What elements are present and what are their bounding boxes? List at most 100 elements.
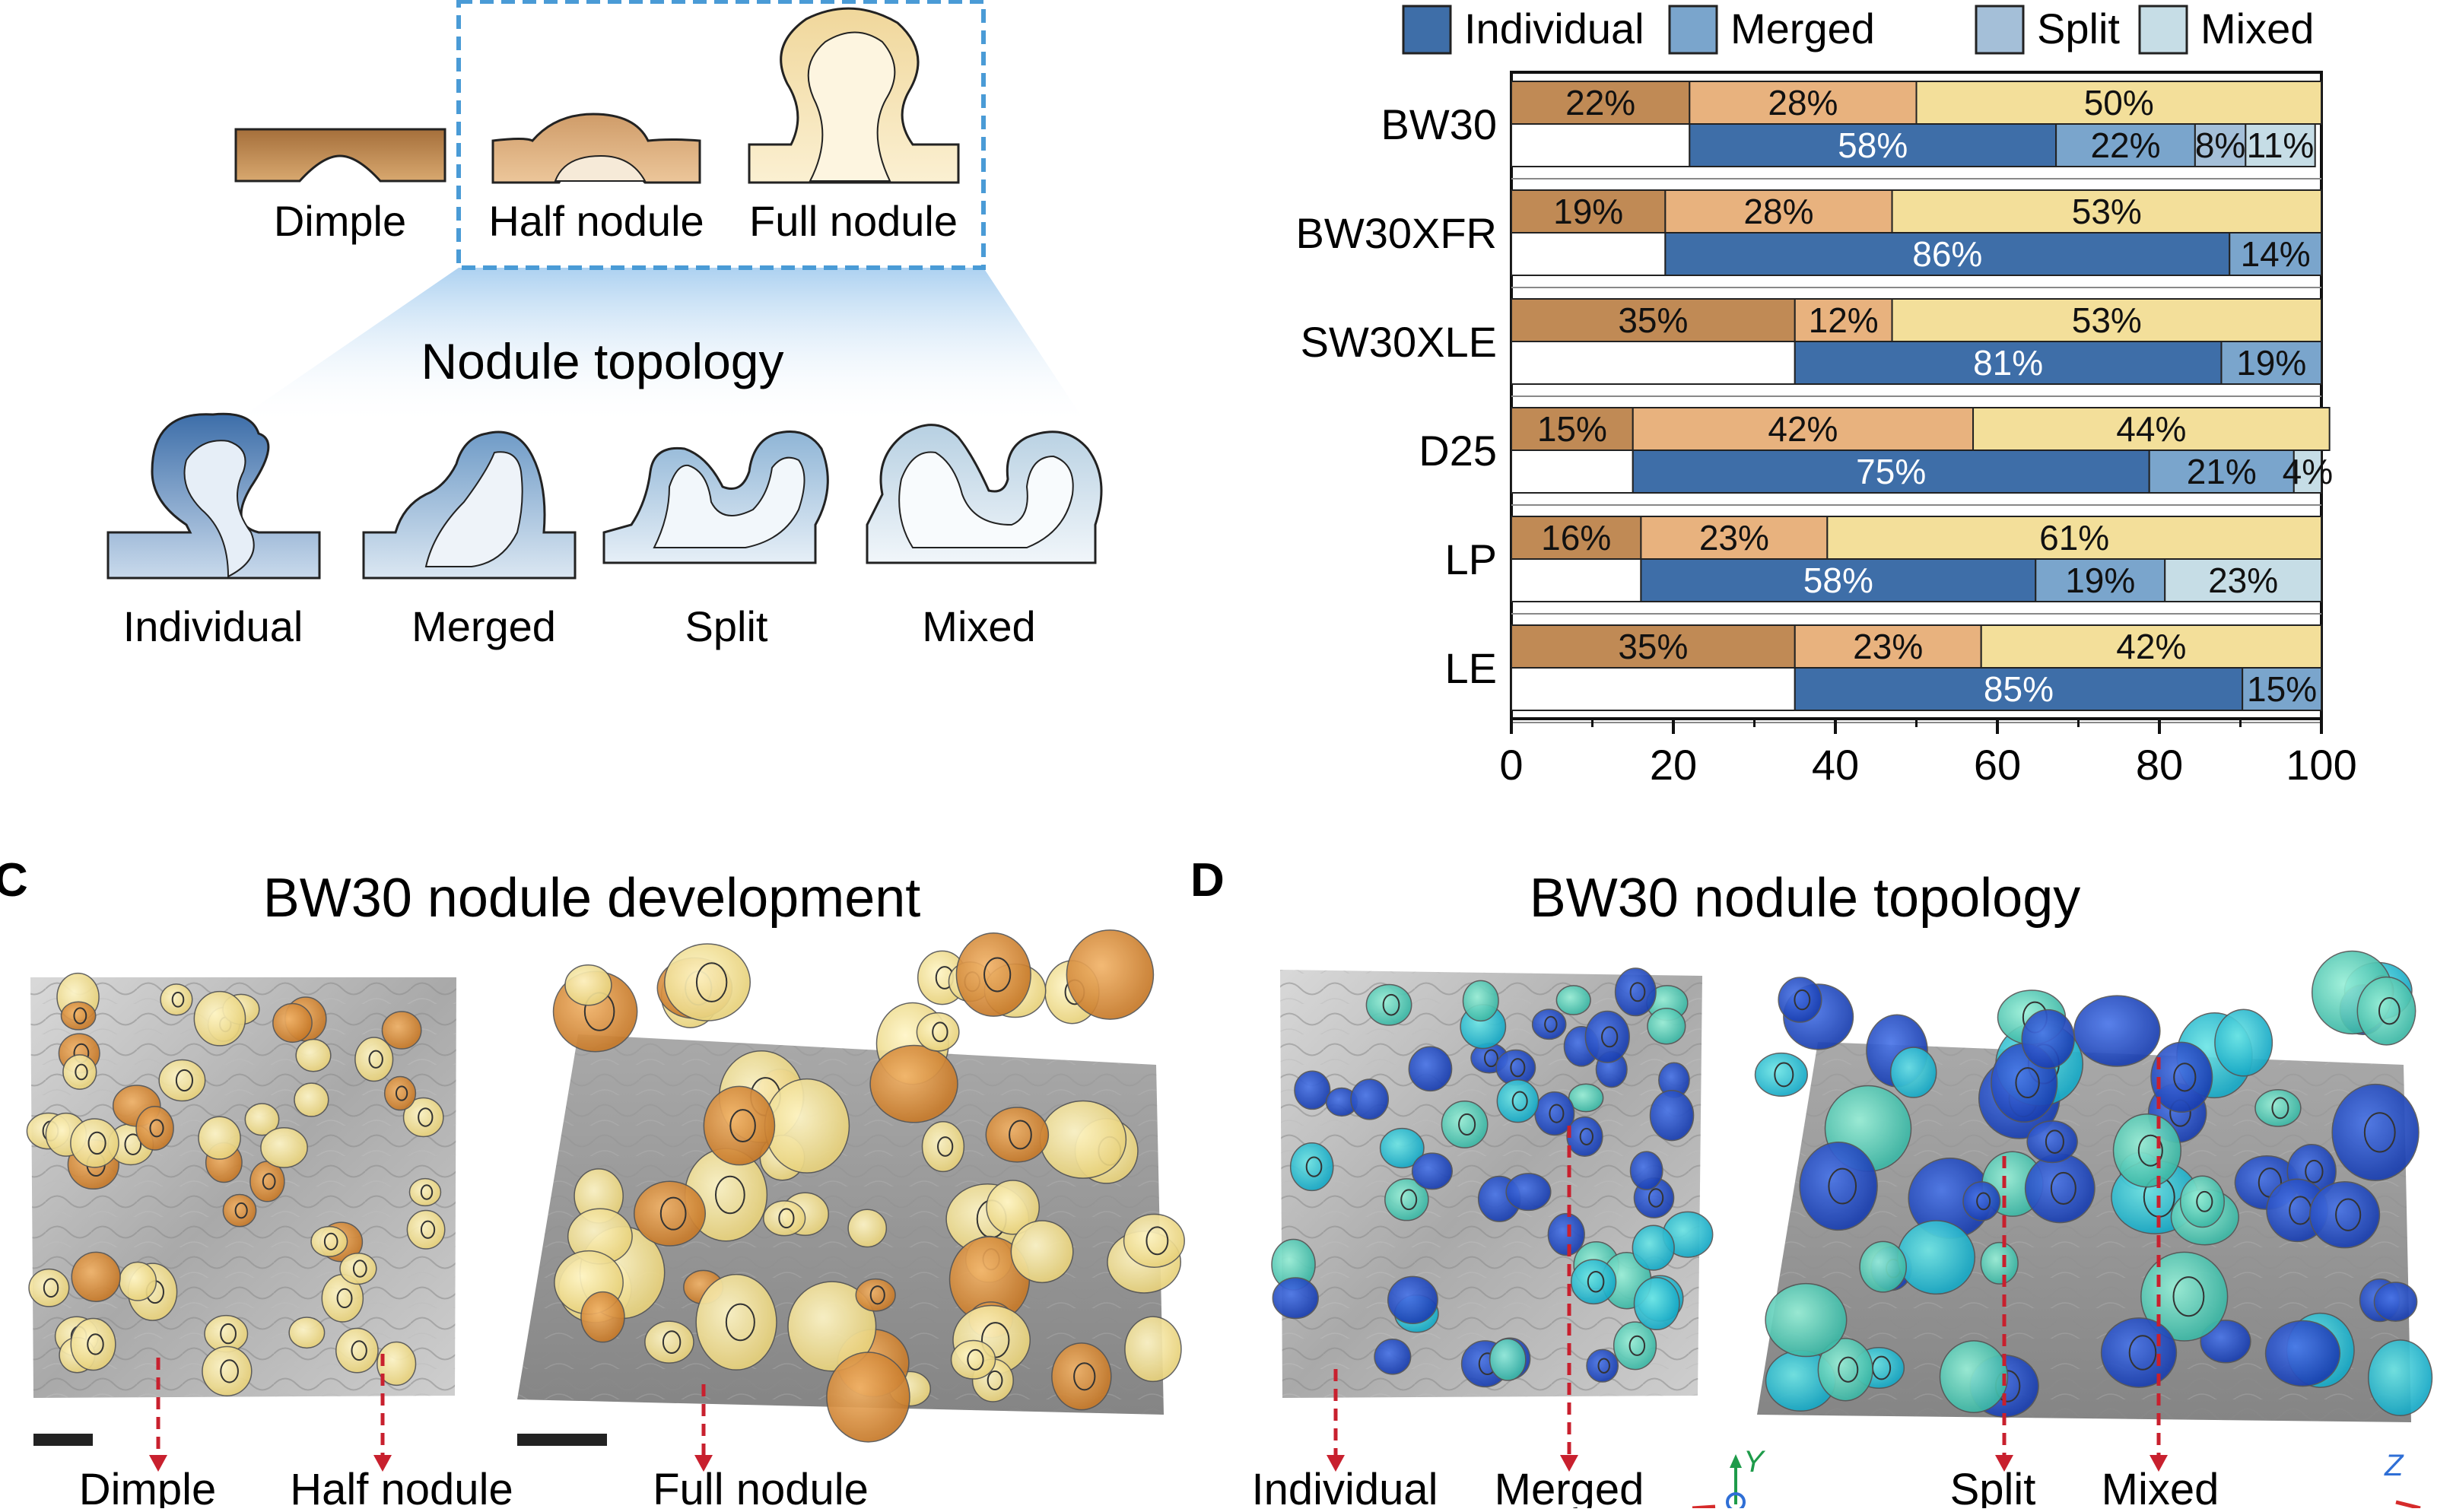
nodule-blob bbox=[2214, 1009, 2273, 1077]
nodule-blob bbox=[2024, 1153, 2096, 1224]
development-bar-segment bbox=[1511, 81, 1691, 125]
nodule-pit bbox=[420, 1220, 436, 1239]
pointer-arrowhead bbox=[1995, 1455, 2013, 1472]
category-label: LE bbox=[1445, 644, 1498, 692]
development-data-label: 53% bbox=[2072, 300, 2142, 340]
development-bar-segment bbox=[1891, 189, 2323, 233]
nodule-pit bbox=[1400, 1189, 1418, 1211]
panel-c: C BW30 nodule development Dimple Half nod… bbox=[0, 854, 1185, 1512]
nodule-blob bbox=[354, 1037, 394, 1082]
nodule-pit bbox=[1597, 1358, 1610, 1374]
legend-label: Mixed bbox=[2200, 5, 2314, 52]
nodule-pit bbox=[2137, 1134, 2163, 1167]
nodule-pit bbox=[1629, 982, 1646, 1002]
nodule-pit bbox=[2173, 1063, 2197, 1092]
nodule-blob bbox=[644, 1320, 694, 1364]
nodule-blob bbox=[1505, 1173, 1552, 1212]
nodule-blob bbox=[764, 1078, 850, 1174]
development-bar-segment bbox=[1632, 407, 1975, 451]
nodule-pit bbox=[937, 1136, 954, 1157]
chart-legend: Individual Merged Split Mixed bbox=[1402, 5, 2314, 55]
development-data-label: 42% bbox=[2116, 627, 2186, 666]
topology-bar-segment bbox=[1664, 232, 2231, 276]
nodule-pit bbox=[171, 991, 185, 1008]
pointer-label: Merged bbox=[1495, 1465, 1644, 1508]
development-data-label: 35% bbox=[1618, 627, 1688, 666]
nodule-pit bbox=[2172, 1276, 2205, 1317]
nodule-blob bbox=[1547, 1212, 1585, 1256]
nodule-pit bbox=[418, 1107, 434, 1127]
d-arrows: Individual Merged Split Mixed bbox=[1251, 1057, 2219, 1512]
panel-c-letter: C bbox=[0, 854, 28, 907]
nodule-pit bbox=[2128, 1335, 2157, 1371]
nodule-blob bbox=[1586, 1348, 1619, 1383]
nodule-blob bbox=[1817, 1338, 1873, 1402]
nodule-pit bbox=[714, 1175, 745, 1215]
nodule-pit bbox=[1579, 1127, 1594, 1145]
nodule-blob bbox=[119, 1261, 157, 1301]
nodule-blob bbox=[1632, 1225, 1675, 1271]
topology-data-label: 58% bbox=[1838, 125, 1908, 165]
nodule-pit bbox=[175, 1069, 194, 1092]
c-top-view bbox=[26, 972, 456, 1398]
x-tick-label: 20 bbox=[1650, 741, 1697, 789]
nodule-pit bbox=[1009, 1120, 1032, 1150]
development-bar-segment bbox=[1915, 81, 2322, 125]
topology-offset bbox=[1511, 232, 1667, 276]
nodule-pit bbox=[2271, 1097, 2289, 1120]
topology-data-label: 22% bbox=[2090, 125, 2160, 165]
nodule-blob bbox=[1531, 1009, 1567, 1040]
topology-label-2: Split bbox=[685, 602, 768, 650]
nodule-blob bbox=[70, 1118, 119, 1168]
topology-data-label: 14% bbox=[2241, 234, 2311, 274]
development-data-label: 53% bbox=[2072, 192, 2142, 231]
nodule-pit bbox=[1648, 1188, 1664, 1208]
topology-data-label: 8% bbox=[2195, 125, 2245, 165]
nodule-pit bbox=[368, 1050, 383, 1069]
nodule-pit bbox=[1549, 1104, 1565, 1123]
nodule-blob bbox=[71, 1251, 121, 1302]
nodule-blob bbox=[1294, 1070, 1331, 1110]
x-tick-label: 0 bbox=[1499, 741, 1523, 789]
pointer-arrowhead bbox=[149, 1455, 167, 1472]
topology-data-label: 23% bbox=[2208, 561, 2278, 600]
topology-data-label: 15% bbox=[2247, 669, 2317, 709]
x-axis: 0 20 40 60 80 100 bbox=[1499, 719, 2357, 789]
scale-bar-2 bbox=[517, 1434, 607, 1446]
nodule-blob bbox=[2331, 1083, 2420, 1181]
development-bar-segment bbox=[1511, 298, 1796, 342]
nodule-blob bbox=[1374, 1339, 1412, 1375]
nodule-pit bbox=[220, 1323, 237, 1345]
nodule-blob bbox=[1496, 1079, 1539, 1123]
topology-bar-segment bbox=[2242, 667, 2323, 711]
nodule-blob bbox=[1778, 977, 1822, 1023]
split-inner bbox=[653, 456, 805, 548]
nodule-blob bbox=[1629, 1151, 1663, 1190]
development-data-label: 23% bbox=[1699, 518, 1769, 557]
pointer-label: Split bbox=[1950, 1465, 2036, 1508]
scale-bar-1 bbox=[33, 1434, 93, 1446]
dimple-shape bbox=[234, 128, 446, 183]
nodule-blob bbox=[402, 1097, 444, 1138]
topology-bar-segment bbox=[2055, 123, 2196, 167]
nodule-blob bbox=[294, 1082, 329, 1117]
topology-data-label: 19% bbox=[2065, 561, 2135, 600]
nodule-blob bbox=[2179, 1175, 2225, 1228]
pointer-arrowhead bbox=[1560, 1455, 1578, 1472]
topology-bar-segment bbox=[1794, 341, 2223, 385]
nodule-pit bbox=[2196, 1190, 2213, 1212]
category-label: LP bbox=[1445, 535, 1498, 583]
nodule-blob bbox=[847, 1209, 888, 1248]
topology-data-label: 11% bbox=[2247, 125, 2315, 165]
legend-swatch bbox=[2138, 5, 2188, 55]
topology-offset bbox=[1511, 558, 1642, 602]
nodule-blob bbox=[2254, 1088, 2302, 1127]
shape-label-2: Full nodule bbox=[749, 197, 958, 245]
nodule-blob bbox=[406, 1209, 446, 1250]
category-label: BW30 bbox=[1381, 100, 1498, 148]
nodule-blob bbox=[1799, 1142, 1878, 1231]
topology-bar-segment bbox=[1632, 449, 2150, 494]
nodule-blob bbox=[2100, 1317, 2178, 1388]
nodule-blob bbox=[70, 1317, 116, 1371]
